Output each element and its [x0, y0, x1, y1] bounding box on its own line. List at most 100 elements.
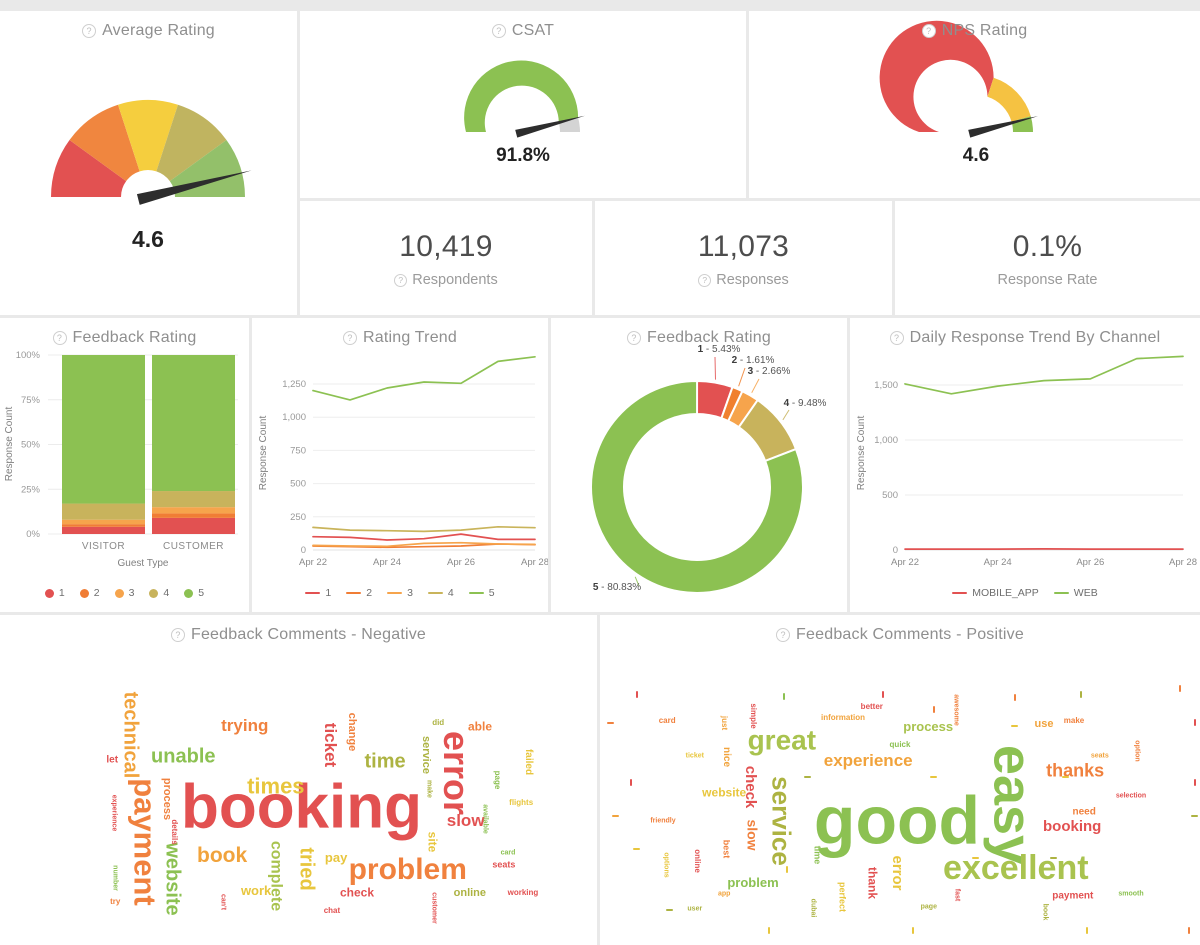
cloud-word[interactable]: book [196, 844, 248, 868]
gauge-segment-1[interactable] [51, 139, 127, 197]
cloud-word[interactable]: best [721, 839, 732, 859]
rating-trend-line-chart[interactable]: 0 250 500 750 1,000 1,250 Apr 22 Apr 24 Apr 26 Ap… [252, 318, 548, 612]
cloud-word[interactable]: book [1041, 903, 1049, 921]
cloud-word[interactable]: trying [221, 716, 269, 736]
gauge-segment-achieved[interactable] [464, 60, 579, 132]
legend-item-3[interactable]: 3 [114, 587, 134, 599]
bar-segment-5-VISITOR[interactable] [62, 355, 145, 504]
cloud-word[interactable]: booking [1043, 817, 1102, 835]
cloud-word[interactable]: ticket [321, 723, 341, 768]
legend-item-1[interactable]: 1 [44, 587, 65, 599]
bar-segment-1-CUSTOMER[interactable] [152, 517, 235, 534]
cloud-word[interactable]: booking [180, 772, 423, 842]
cloud-word[interactable]: tried [295, 847, 318, 891]
bar-segment-5-CUSTOMER[interactable] [152, 355, 235, 492]
gauge-segment-3[interactable] [118, 100, 178, 172]
cloud-word[interactable]: online [692, 848, 702, 873]
cloud-word[interactable]: ticket [685, 753, 704, 761]
help-icon[interactable]: ? [921, 24, 936, 38]
legend-item-4[interactable]: 4 [427, 587, 454, 599]
help-icon[interactable]: ? [627, 331, 642, 345]
csat-gauge[interactable]: 91.8% [300, 11, 746, 198]
feedback-rating-bar-chart[interactable]: 0% 25% 50% 75% 100% VISITOR CUSTOMER Guest Type… [0, 318, 249, 612]
nps-gauge[interactable]: 4.6 [749, 11, 1200, 198]
cloud-word[interactable]: experience [823, 751, 913, 771]
cloud-word[interactable]: simple [748, 703, 758, 729]
line-series-WEB[interactable] [904, 355, 1184, 395]
cloud-word[interactable]: online [453, 886, 487, 899]
cloud-word[interactable]: user [687, 905, 703, 913]
gauge-segment-detractor[interactable] [879, 20, 994, 132]
cloud-word[interactable]: problem [727, 874, 779, 890]
gauge-segment-promoter[interactable] [1011, 116, 1033, 132]
cloud-word[interactable]: just [719, 715, 729, 730]
cloud-word[interactable]: working [507, 887, 539, 897]
cloud-word[interactable]: did [432, 717, 445, 727]
help-icon[interactable]: ? [394, 274, 408, 287]
cloud-word[interactable]: failed [522, 748, 534, 776]
cloud-word[interactable]: make [1063, 716, 1085, 726]
cloud-word[interactable]: good [813, 783, 981, 860]
cloud-word[interactable]: available [481, 803, 489, 834]
cloud-word[interactable]: need [1072, 806, 1096, 818]
cloud-word[interactable]: check [339, 885, 375, 900]
cloud-word[interactable]: let [106, 754, 119, 766]
cloud-word[interactable]: time [364, 750, 406, 773]
cloud-word[interactable]: slow [446, 811, 485, 831]
cloud-word[interactable]: work [240, 882, 272, 898]
cloud-word[interactable]: customer [430, 892, 438, 925]
cloud-word[interactable]: card [500, 850, 516, 858]
cloud-word[interactable]: slow [744, 819, 761, 851]
cloud-word[interactable]: smooth [1118, 890, 1144, 898]
cloud-word[interactable]: app [717, 890, 731, 898]
cloud-word[interactable]: thanks [1046, 760, 1105, 781]
cloud-word[interactable]: payment [1052, 890, 1094, 902]
cloud-word[interactable]: times [247, 773, 305, 799]
cloud-word[interactable]: details [169, 819, 179, 846]
legend-item-MOBILE_APP[interactable]: MOBILE_APP [952, 587, 1039, 599]
gauge-segment-5[interactable] [169, 139, 245, 197]
cloud-word[interactable]: website [702, 785, 747, 800]
cloud-word[interactable]: use [1034, 717, 1054, 730]
cloud-word[interactable]: great [747, 724, 817, 756]
cloud-word[interactable]: dubai [809, 899, 817, 918]
bar-segment-4-VISITOR[interactable] [62, 503, 145, 520]
cloud-word[interactable]: perfect [837, 882, 848, 913]
cloud-word[interactable]: make [425, 780, 433, 799]
line-series-5[interactable] [312, 355, 536, 401]
cloud-word[interactable]: easy [982, 744, 1043, 865]
cloud-word[interactable]: excellent [943, 848, 1089, 887]
cloud-word[interactable]: page [492, 771, 502, 790]
cloud-word[interactable]: card [658, 716, 676, 726]
help-icon[interactable]: ? [889, 331, 904, 345]
help-icon[interactable]: ? [491, 24, 506, 38]
bar-segment-2-CUSTOMER[interactable] [152, 513, 235, 518]
cloud-word[interactable]: try [110, 897, 121, 907]
cloud-word[interactable]: pay [324, 849, 348, 865]
cloud-word[interactable]: selection [1115, 792, 1147, 800]
cloud-word[interactable]: process [903, 719, 954, 735]
cloud-word[interactable]: problem [348, 852, 467, 886]
cloud-word[interactable]: seats [1090, 753, 1109, 761]
legend-item-5[interactable]: 5 [184, 587, 204, 599]
cloud-word[interactable]: option [1133, 740, 1141, 762]
legend-item-2[interactable]: 2 [346, 587, 372, 599]
cloud-word[interactable]: friendly [650, 818, 676, 826]
help-icon[interactable]: ? [776, 628, 791, 642]
cloud-word[interactable]: able [467, 719, 492, 734]
gauge-segment-passive[interactable] [987, 77, 1031, 122]
bar-segment-3-CUSTOMER[interactable] [152, 507, 235, 514]
cloud-word[interactable]: complete [267, 841, 285, 912]
legend-item-3[interactable]: 3 [387, 587, 413, 599]
cloud-word[interactable]: change [346, 712, 359, 752]
cloud-word[interactable]: service [766, 776, 797, 867]
cloud-word[interactable]: thank [865, 866, 880, 899]
cloud-word[interactable]: site [425, 831, 440, 853]
donut-slice-5[interactable] [590, 379, 804, 594]
cloud-word[interactable]: technical [119, 692, 142, 779]
legend-item-2[interactable]: 2 [79, 587, 100, 599]
feedback-rating-donut-chart[interactable]: 1 - 5.43% 2 - 1.61% 3 - 2.66% 4 - 9.48% 5 - … [551, 318, 847, 612]
line-series-4[interactable] [312, 525, 536, 533]
bar-segment-4-CUSTOMER[interactable] [152, 491, 235, 508]
cloud-word[interactable]: options [662, 852, 670, 878]
